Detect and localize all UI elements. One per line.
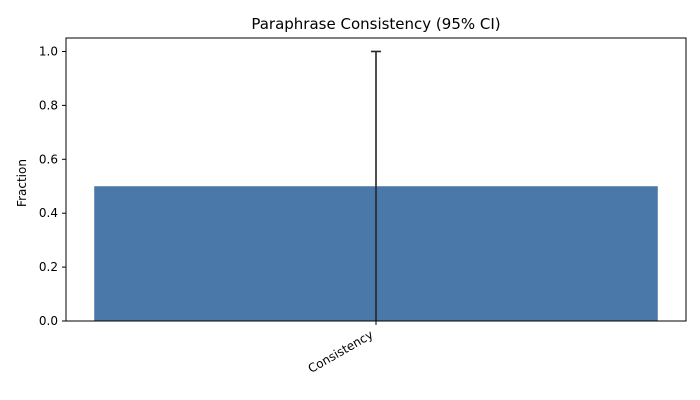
y-tick-label: 1.0 bbox=[39, 44, 58, 58]
y-tick-label: 0.2 bbox=[39, 260, 58, 274]
chart-title: Paraphrase Consistency (95% CI) bbox=[251, 15, 500, 33]
y-tick-label: 0.4 bbox=[39, 206, 58, 220]
x-tick-label-consistency: Consistency bbox=[306, 327, 376, 375]
plot-frame bbox=[65, 37, 687, 322]
y-tick-label: 0.8 bbox=[39, 98, 58, 112]
y-tick-label: 0.0 bbox=[39, 314, 58, 328]
plot-area: Consistency 0.0 0.2 0.4 0.6 0.8 1.0 bbox=[39, 37, 687, 376]
y-axis-title: Fraction bbox=[15, 159, 29, 207]
y-tick-label: 0.6 bbox=[39, 152, 58, 166]
